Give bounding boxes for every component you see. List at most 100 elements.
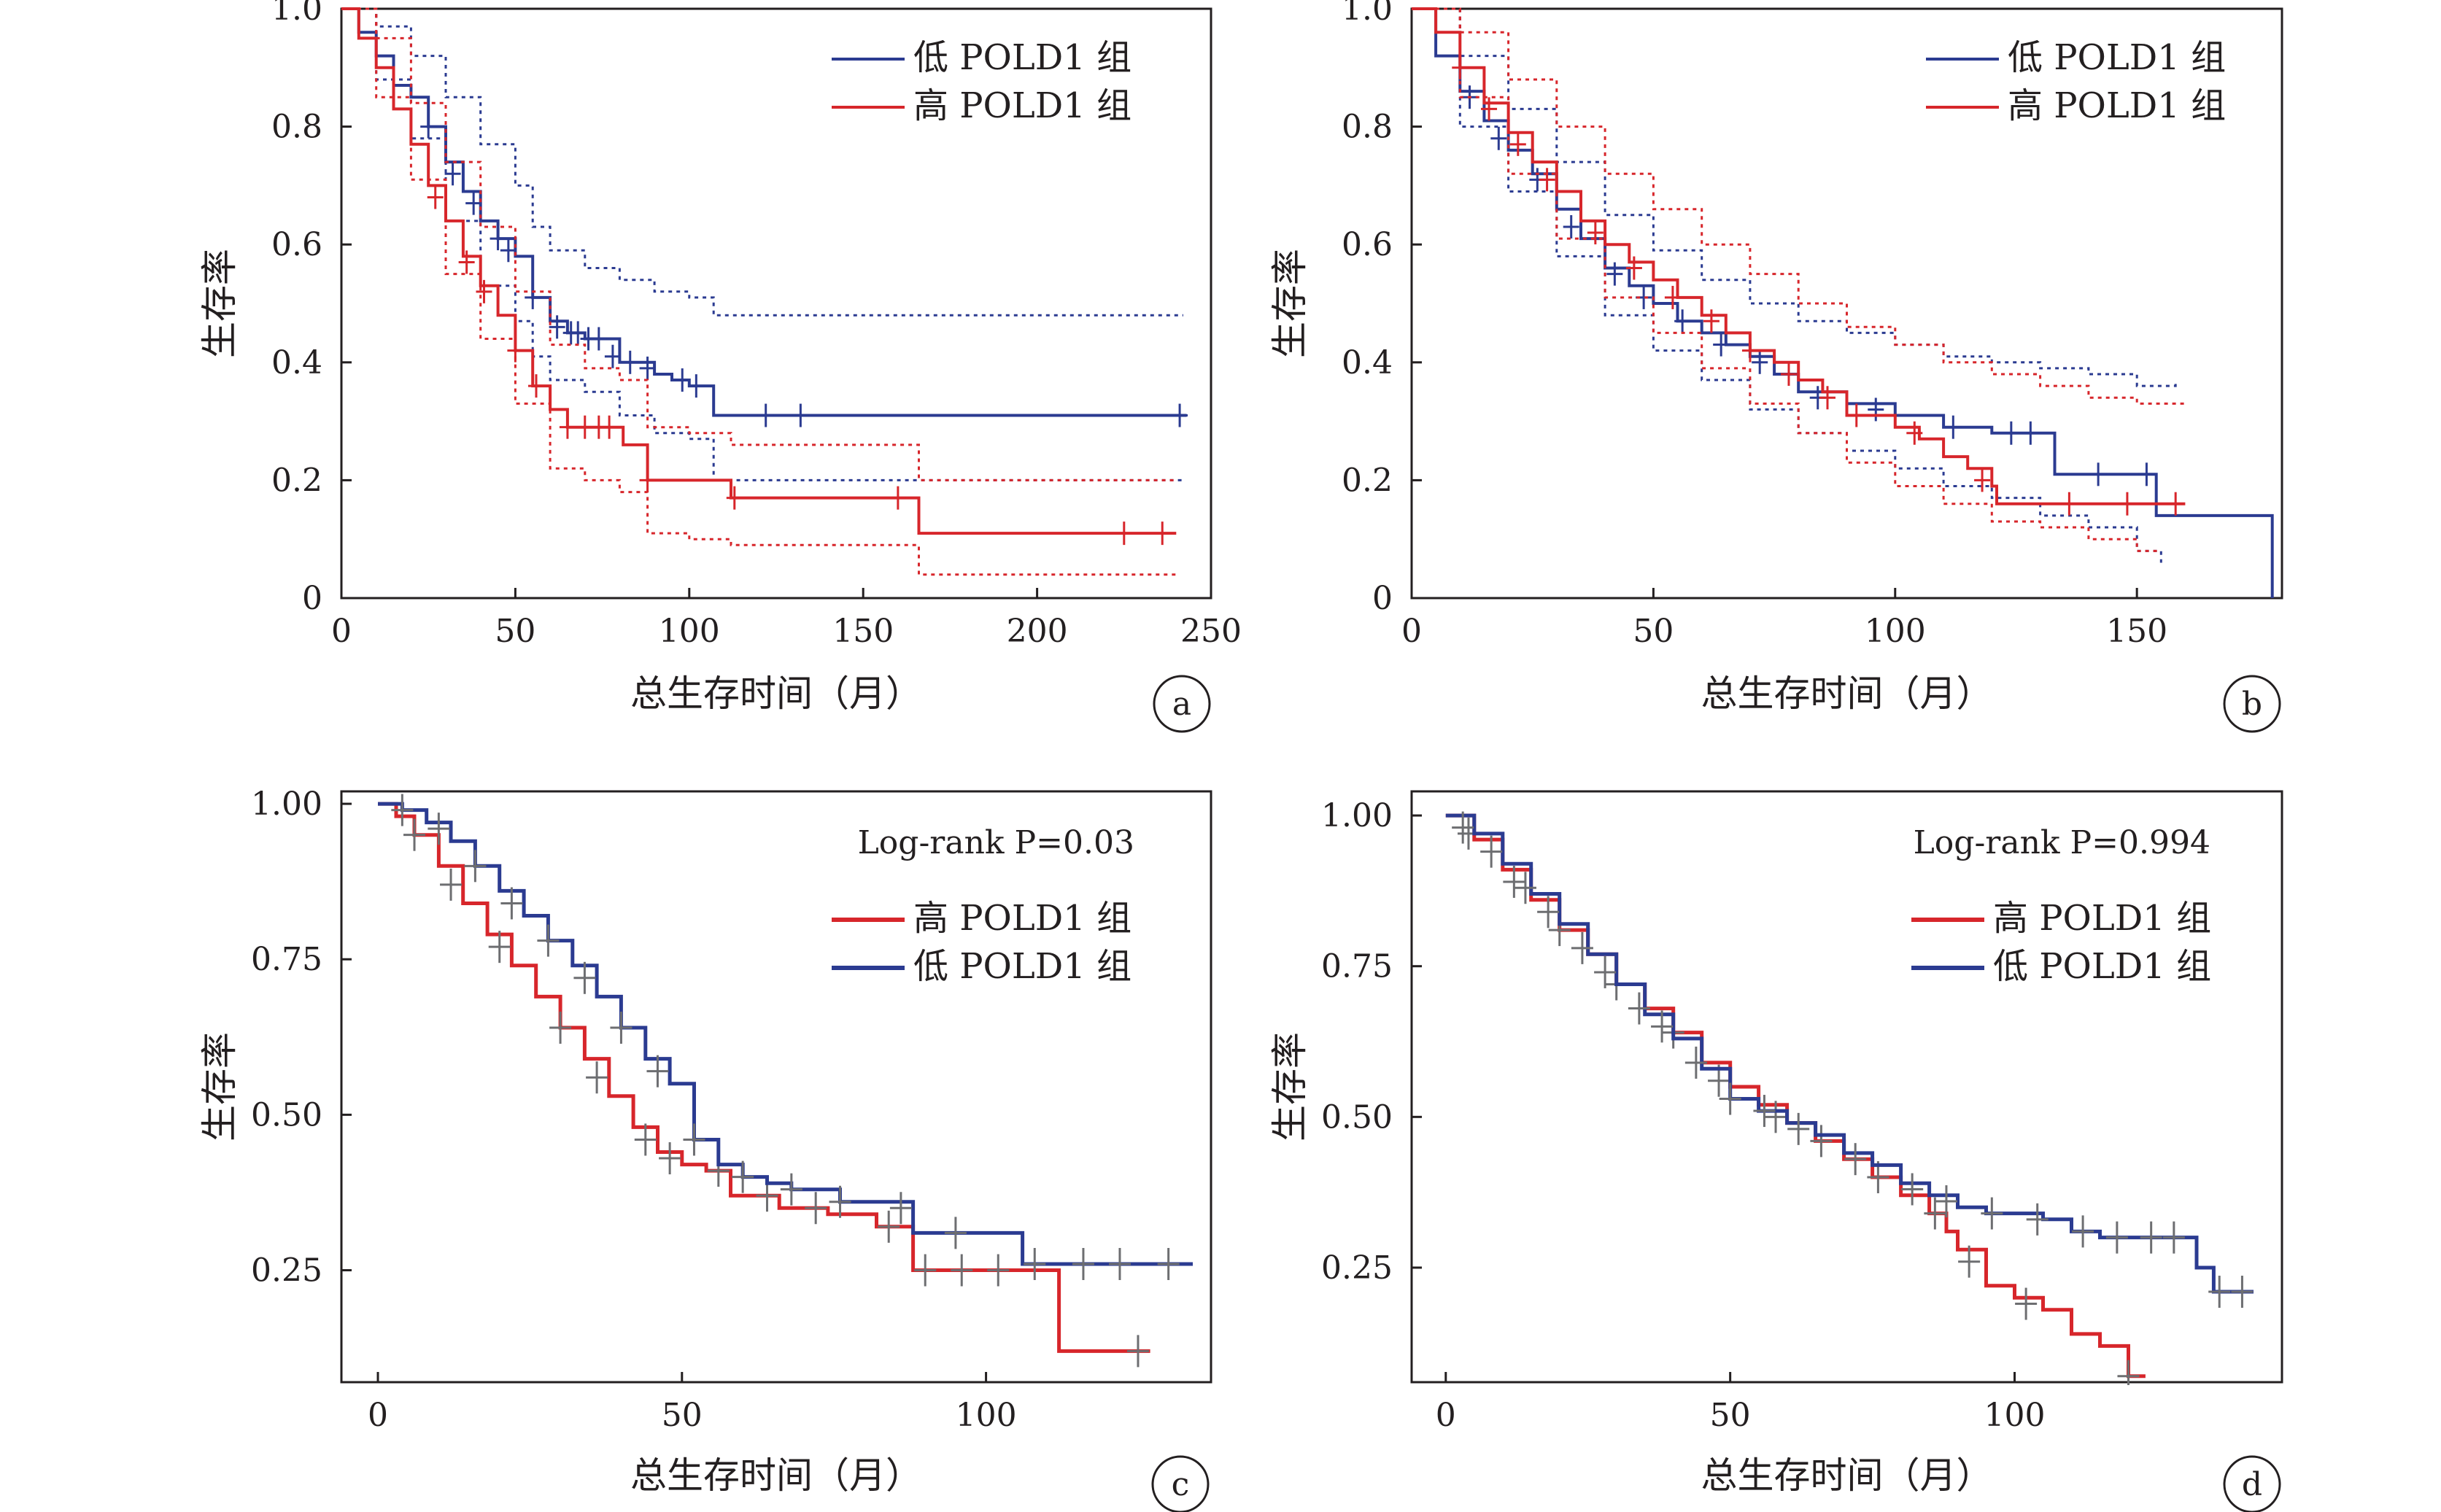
x-tick-label: 0 (331, 613, 352, 650)
censor-mark (889, 1192, 912, 1225)
censor-mark (914, 1254, 937, 1287)
plot-frame (340, 790, 1212, 1384)
legend-label: 低 POLD1 组 (1993, 946, 2211, 987)
censor-mark (1452, 811, 1474, 844)
censor-mark (1765, 1101, 1787, 1133)
y-tick-label: 0.25 (251, 1252, 322, 1290)
panel-a: 0 50 100 150 200 250 0 0.2 0.4 0.6 0.8 1.0 总生存时间（月） 生… (198, 0, 1242, 733)
panel-c: 0 50 100 0.25 0.50 0.75 1.00 总生存时间（月） 生存率 c 高 POLD… (198, 786, 1212, 1512)
x-tick-label: 50 (662, 1397, 703, 1434)
censor-mark (601, 415, 618, 439)
censor-mark (537, 924, 560, 957)
censor-mark (500, 887, 523, 920)
censor-mark (1651, 1010, 1674, 1043)
x-tick-label: 50 (495, 613, 535, 650)
censor-mark (1741, 338, 1758, 363)
censor-mark (464, 850, 487, 883)
censor-mark (1563, 214, 1579, 239)
y-tick-label: 0.25 (1321, 1249, 1393, 1287)
panel-label: b (2242, 686, 2262, 723)
legend-label: 低 POLD1 组 (913, 946, 1131, 987)
legend-item: 低 POLD1 组 (832, 37, 1131, 78)
y-tick-label: 0.4 (1342, 344, 1393, 381)
censor-mark (590, 327, 607, 351)
censor-mark (573, 961, 596, 994)
censor-mark (1752, 350, 1768, 374)
legend-item: 低 POLD1 组 (1926, 37, 2226, 78)
censor-mark (458, 250, 475, 274)
censor-mark (391, 794, 414, 826)
censor-mark (878, 1210, 900, 1243)
censor-mark (440, 868, 463, 901)
censor-mark (1108, 1248, 1131, 1280)
censor-mark (1628, 992, 1650, 1025)
censor-mark (1974, 468, 1991, 492)
y-axis-label: 生存率 (198, 249, 241, 358)
censor-mark (2119, 492, 2135, 516)
legend-label: 高 POLD1 组 (2008, 85, 2226, 126)
legend-item: 高 POLD1 组 (1926, 85, 2226, 126)
x-axis-label: 总生存时间（月） (1701, 1454, 1993, 1497)
censor-mark (634, 1123, 657, 1156)
censor-mark (2105, 1221, 2128, 1254)
censor-mark (683, 1123, 705, 1156)
censor-mark (1072, 1248, 1094, 1280)
y-tick-label: 0.2 (1342, 462, 1393, 499)
censor-mark (1024, 1248, 1046, 1280)
panel-label-circle (2223, 675, 2281, 733)
censor-mark (1480, 835, 1503, 868)
x-tick-label: 50 (1633, 613, 1674, 650)
y-axis-label: 生存率 (1269, 1032, 1311, 1141)
censor-mark (732, 1160, 754, 1193)
x-axis-label: 总生存时间（月） (630, 672, 922, 715)
censor-mark (1684, 1046, 1707, 1079)
censor-mark (1713, 333, 1730, 357)
censor-mark (1606, 262, 1623, 286)
survival-curve-low (1412, 7, 2274, 598)
censor-mark (792, 403, 809, 427)
plot-area (1445, 811, 2254, 1385)
censor-mark (951, 1254, 973, 1287)
censor-mark (2140, 1221, 2162, 1254)
censor-mark (2015, 1287, 2038, 1320)
panel-label: d (2242, 1466, 2262, 1503)
panel-label-circle (1153, 675, 1211, 733)
y-tick-label: 0.8 (1342, 109, 1393, 146)
censor-mark (1154, 522, 1171, 546)
y-axis-label: 生存率 (1269, 249, 1311, 358)
legend-item: 高 POLD1 组 (832, 898, 1131, 939)
censor-mark (1780, 362, 1797, 386)
censor-mark (1981, 1197, 2003, 1230)
censor-mark (1787, 1112, 1810, 1145)
censor-mark (889, 486, 906, 510)
x-axis-label: 总生存时间（月） (630, 1454, 922, 1497)
censor-mark (1625, 256, 1642, 280)
censor-mark (2167, 492, 2184, 516)
censor-mark (1674, 309, 1691, 333)
y-tick-label: 0.2 (271, 462, 322, 499)
censor-mark (944, 1217, 967, 1249)
y-tick-label: 0.4 (271, 344, 322, 381)
panel-label-circle (2223, 1455, 2281, 1512)
censor-mark (2090, 462, 2107, 486)
y-tick-label: 0.50 (1321, 1098, 1393, 1136)
plot-area (1412, 7, 2274, 598)
censor-mark (1664, 285, 1681, 309)
censor-mark (757, 403, 774, 427)
censor-mark (2208, 1276, 2231, 1309)
censor-mark (1172, 403, 1188, 427)
censor-mark (646, 1055, 669, 1088)
censor-mark (1719, 1082, 1741, 1115)
legend-label: 高 POLD1 组 (1993, 898, 2211, 939)
censor-mark (829, 1185, 851, 1218)
plot-frame (1410, 790, 2283, 1384)
x-tick-label: 250 (1180, 613, 1242, 650)
censor-mark (1481, 97, 1498, 121)
confidence-band-line (1412, 7, 2186, 405)
censor-mark (586, 1061, 608, 1094)
panel-label-circle (1151, 1455, 1210, 1512)
censor-mark (1810, 1125, 1833, 1158)
y-tick-label: 0 (302, 580, 322, 617)
censor-mark (403, 818, 426, 851)
